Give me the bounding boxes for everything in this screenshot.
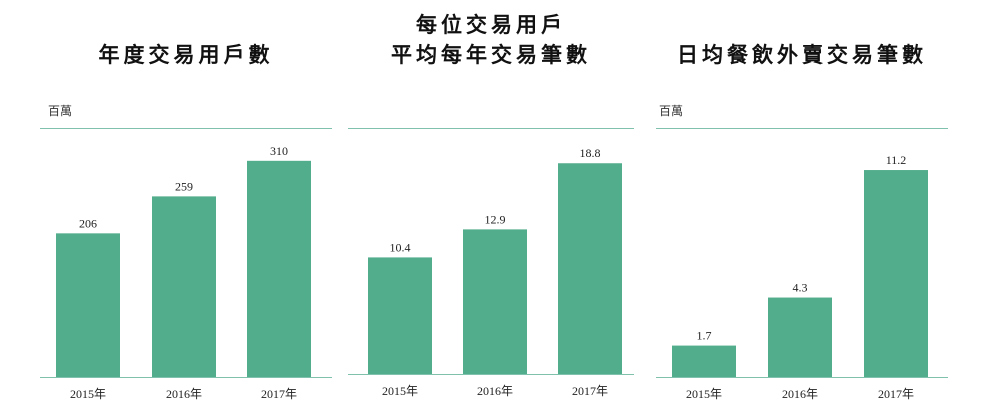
chart-panel-annual-users: 年度交易用戶數 百萬 206 2015年 259 2016年 310 2017年 [40, 0, 332, 415]
bar-value-label: 206 [79, 216, 97, 230]
x-tick-label: 2017年 [261, 387, 297, 401]
unit-label: 百萬 [48, 104, 73, 118]
bar-value-label: 310 [270, 144, 288, 158]
bar-value-label: 1.7 [697, 329, 712, 343]
bar-0 [56, 233, 120, 377]
x-tick-label: 2016年 [477, 384, 513, 398]
bar-chart-svg: 10.4 2015年 12.9 2016年 18.8 2017年 [348, 146, 634, 398]
bar-value-label: 11.2 [886, 153, 907, 167]
top-rule [40, 128, 332, 129]
chart-title: 每位交易用戶 平均每年交易筆數 [391, 13, 591, 67]
bar-value-label: 18.8 [580, 146, 601, 160]
chart-panel-daily-food-delivery: 日均餐飲外賣交易筆數 百萬 1.7 2015年 4.3 2016年 11.2 2017年 [656, 0, 948, 415]
x-tick-label: 2017年 [878, 387, 914, 401]
bar-2 [558, 163, 622, 374]
bar-0 [368, 257, 432, 374]
unit-label: 百萬 [659, 104, 684, 118]
bar-value-label: 10.4 [390, 240, 411, 254]
x-tick-label: 2015年 [70, 387, 106, 401]
bar-2 [247, 160, 311, 377]
bar-value-label: 12.9 [485, 212, 506, 226]
chart-panel-transactions-per-user: 每位交易用戶 平均每年交易筆數 10.4 2015年 12.9 2016年 18.8 20… [348, 0, 634, 415]
x-tick-label: 2017年 [572, 384, 608, 398]
top-rule [656, 128, 948, 129]
x-tick-label: 2015年 [382, 384, 418, 398]
bar-chart-svg: 1.7 2015年 4.3 2016年 11.2 2017年 [656, 153, 948, 401]
x-tick-label: 2015年 [686, 387, 722, 401]
bar-2 [864, 170, 928, 377]
x-tick-label: 2016年 [166, 387, 202, 401]
bar-chart-svg: 206 2015年 259 2016年 310 2017年 [40, 144, 332, 401]
bar-0 [672, 345, 736, 377]
bar-1 [152, 196, 216, 377]
top-rule [348, 128, 634, 129]
chart-title: 日均餐飲外賣交易筆數 [677, 43, 927, 67]
bar-value-label: 4.3 [793, 281, 808, 295]
bar-value-label: 259 [175, 179, 193, 193]
bar-1 [768, 297, 832, 377]
x-tick-label: 2016年 [782, 387, 818, 401]
chart-title: 年度交易用戶數 [98, 43, 274, 67]
bar-1 [463, 229, 527, 374]
